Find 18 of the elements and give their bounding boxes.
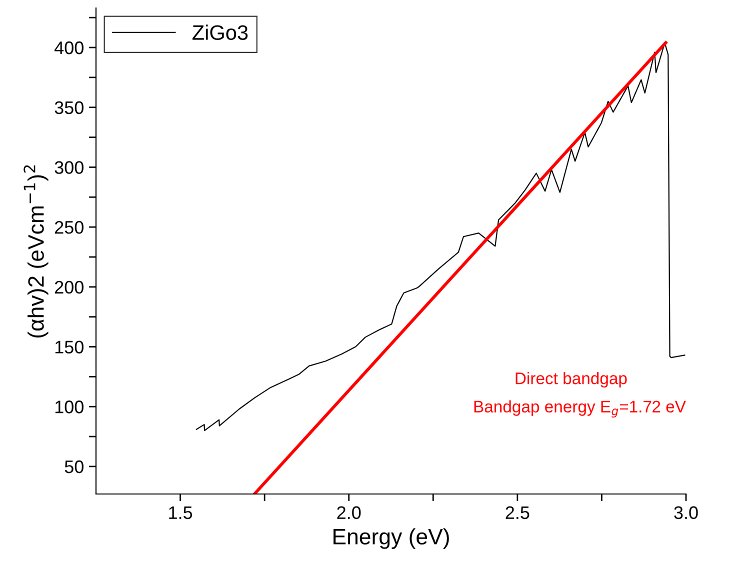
y-tick-label: 50: [64, 460, 84, 474]
x-axis-title: Energy (eV): [334, 528, 449, 549]
line-series: [196, 42, 686, 432]
y-tick-label: 300: [54, 161, 84, 174]
y-tick-label: 100: [55, 400, 84, 414]
legend-label: ZiGo3: [192, 24, 248, 40]
annotation: Direct bandgap: [516, 372, 627, 388]
y-tick-label: 250: [54, 220, 84, 234]
x-tick-label: 1.5: [169, 506, 192, 520]
y-tick-label: 200: [54, 280, 84, 294]
x-tick-label: 2.0: [337, 506, 361, 520]
y-tick-label: 350: [54, 101, 84, 114]
y-tick-label: 150: [55, 340, 84, 354]
annotation: Bandgap energy E$_{g}$=1.72 eV: [474, 400, 686, 418]
y-tick-label: 400: [54, 41, 84, 54]
y-axis-title: (αhv)2 (eVcm$^{−1}$)$^{2}$: [24, 165, 48, 338]
x-tick-label: 3.0: [674, 506, 698, 520]
x-tick-label: 2.5: [506, 506, 530, 520]
